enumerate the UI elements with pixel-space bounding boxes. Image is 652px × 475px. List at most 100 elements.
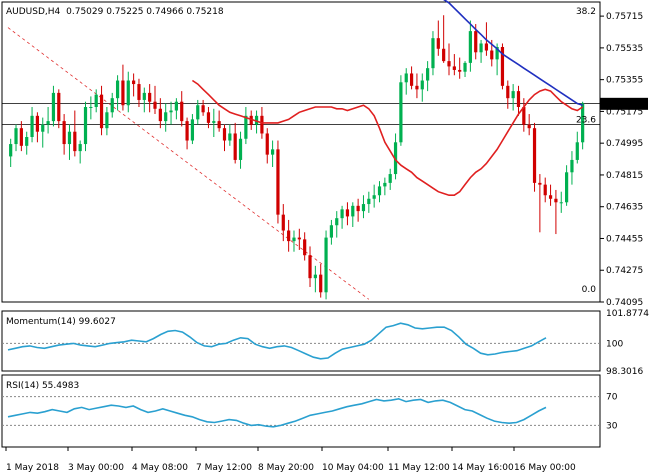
fib-level-label: 38.2 xyxy=(576,7,596,17)
fib-level-label: 0.0 xyxy=(582,285,597,295)
candle-body xyxy=(25,137,29,146)
candle-body xyxy=(164,112,168,122)
candle-body xyxy=(62,121,66,145)
candle-body xyxy=(30,115,34,137)
candle-body xyxy=(206,112,211,123)
indicator-lines xyxy=(7,0,584,428)
candle-body xyxy=(431,38,435,69)
chart-static-lines xyxy=(2,27,600,426)
candle-body xyxy=(324,237,328,293)
candle-body xyxy=(222,128,227,141)
time-tick-label: 11 May 12:00 xyxy=(388,463,450,473)
candle-body xyxy=(185,121,189,141)
candle-body xyxy=(372,195,376,199)
candle-body xyxy=(559,202,563,204)
fib-trendline xyxy=(7,27,370,300)
current-price-label: 0.75218 xyxy=(603,100,640,110)
candle-body xyxy=(260,115,264,134)
candle-body xyxy=(484,43,489,51)
candles xyxy=(9,15,585,300)
candle-body xyxy=(495,47,499,60)
time-tick-label: 14 May 16:00 xyxy=(452,463,514,473)
candle-body xyxy=(377,186,382,196)
candle-body xyxy=(463,62,467,72)
candle-body xyxy=(153,101,157,109)
panel-frame-1 xyxy=(1,1,601,303)
time-tick-label: 7 May 12:00 xyxy=(196,463,252,473)
candle-body xyxy=(142,92,146,100)
candle-body xyxy=(190,119,195,141)
candle-body xyxy=(244,115,248,139)
candle-body xyxy=(35,115,40,132)
candle-body xyxy=(281,214,285,231)
time-tick-label: 4 May 08:00 xyxy=(132,463,188,473)
candle-body xyxy=(409,73,414,86)
candle-body xyxy=(468,31,472,63)
candle-body xyxy=(78,144,82,152)
candle-body xyxy=(506,85,510,99)
candle-body xyxy=(238,138,243,160)
time-tick-label: 8 May 20:00 xyxy=(258,463,314,473)
time-tick-label: 1 May 2018 xyxy=(6,463,59,473)
momentum-tick-label: 101.8774 xyxy=(606,309,649,319)
candle-body xyxy=(543,184,547,196)
candle-body xyxy=(356,205,360,212)
candle-body xyxy=(404,73,408,83)
price-tick-label: 0.75535 xyxy=(606,44,643,54)
candle-body xyxy=(308,255,312,279)
candle-body xyxy=(174,101,178,111)
candle-body xyxy=(126,80,130,106)
candle-body xyxy=(554,198,558,203)
candle-body xyxy=(115,80,120,99)
candle-body xyxy=(452,66,456,70)
chart-labels: 0.75715 0.75535 0.75355 0.75175 0.74995 0.748… xyxy=(5,7,649,473)
price-tick-label: 0.74275 xyxy=(606,266,643,276)
symbol-label: AUDUSD,H4 xyxy=(6,7,61,17)
candle-body xyxy=(270,149,275,155)
candle-body xyxy=(548,195,553,199)
candle-body xyxy=(388,174,392,183)
momentum-title: Momentum(14) 99.6027 xyxy=(6,317,116,327)
price-tick-label: 0.75175 xyxy=(606,107,643,117)
candle-body xyxy=(436,38,440,49)
price-tick-label: 0.74995 xyxy=(606,139,643,149)
candle-body xyxy=(254,115,259,125)
candle-body xyxy=(516,91,521,107)
candle-body xyxy=(137,84,141,100)
candle-body xyxy=(83,107,88,145)
momentum-line xyxy=(7,322,547,360)
candle-body xyxy=(399,82,403,143)
candle-body xyxy=(148,92,152,102)
price-tick-label: 0.75355 xyxy=(606,76,643,86)
candle-body xyxy=(442,48,446,62)
candle-body xyxy=(361,204,366,212)
candle-body xyxy=(564,172,569,203)
candle-body xyxy=(57,92,61,122)
candle-body xyxy=(415,85,419,90)
rsi-title: RSI(14) 55.4983 xyxy=(6,381,79,391)
candle-body xyxy=(287,230,291,242)
candle-body xyxy=(329,225,334,238)
price-tick-label: 0.74095 xyxy=(606,298,643,308)
price-tick-label: 0.74635 xyxy=(606,203,643,213)
candle-body xyxy=(292,237,296,242)
time-tick-label: 10 May 04:00 xyxy=(322,463,384,473)
price-tick-label: 0.74455 xyxy=(606,234,643,244)
candle-body xyxy=(303,239,307,256)
candle-body xyxy=(511,91,515,99)
candle-body xyxy=(105,112,109,129)
candle-body xyxy=(19,128,23,146)
candle-body xyxy=(233,133,237,160)
price-tick-label: 0.75715 xyxy=(606,12,643,22)
price-tick-label: 0.74815 xyxy=(606,171,643,181)
candle-body xyxy=(313,274,317,279)
candle-body xyxy=(14,128,18,145)
candle-body xyxy=(383,182,387,187)
candle-body xyxy=(132,80,136,85)
candle-body xyxy=(51,92,56,122)
candle-body xyxy=(9,144,13,157)
candle-body xyxy=(335,218,339,226)
panel-frame-3 xyxy=(1,374,601,448)
candle-body xyxy=(458,69,462,72)
